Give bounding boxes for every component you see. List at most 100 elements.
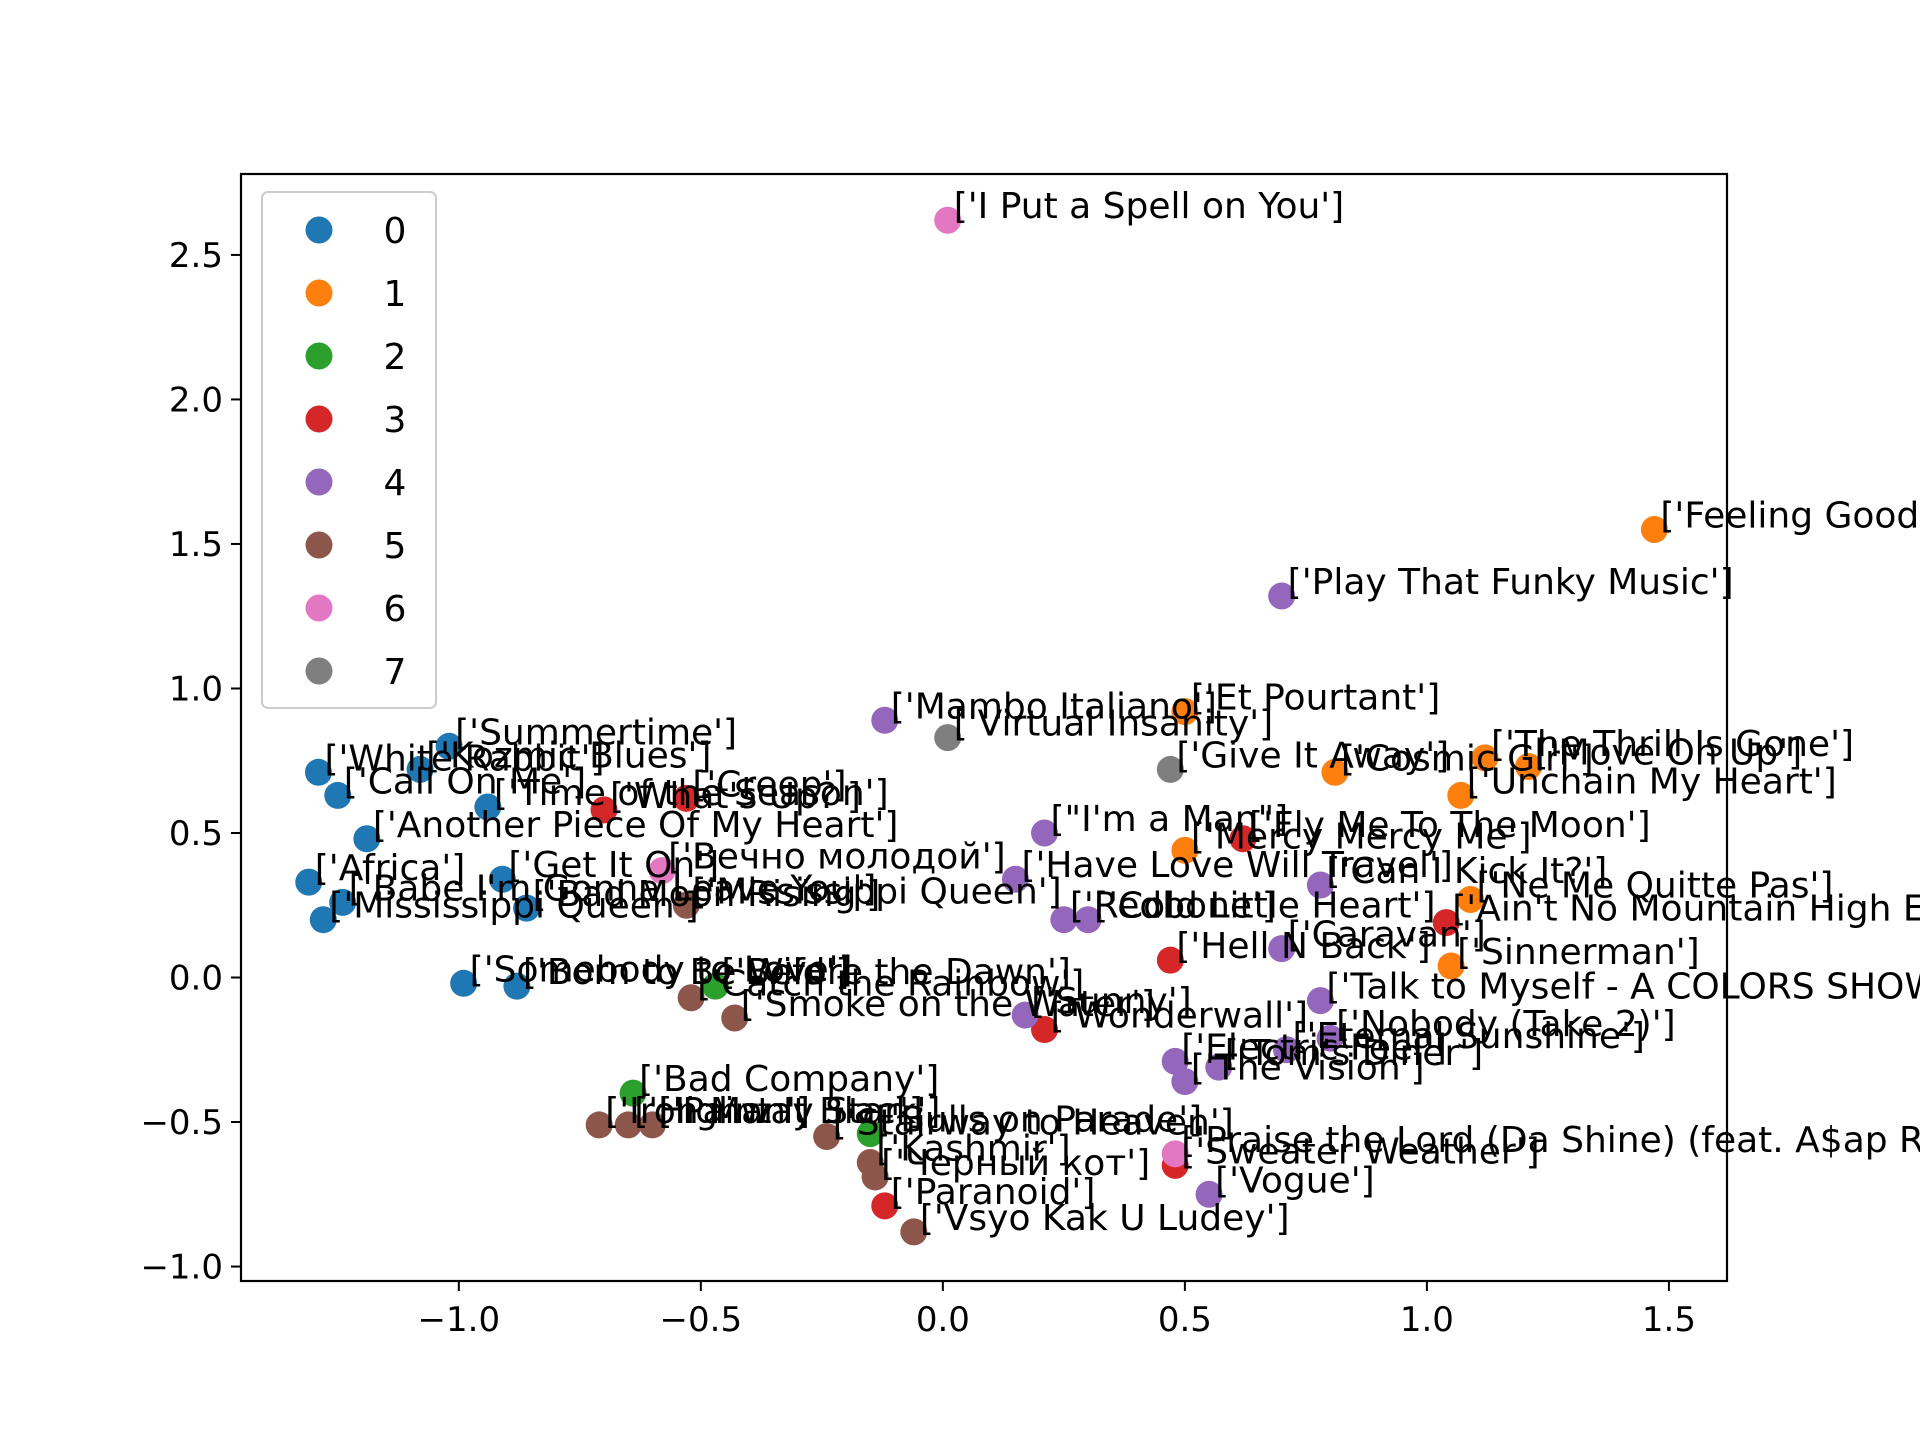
legend-marker: [305, 468, 333, 496]
legend-marker: [305, 531, 333, 559]
point-label: ['Vogue']: [1215, 1160, 1375, 1201]
point-label: ['Before the Dawn']: [721, 952, 1071, 993]
legend-marker: [305, 216, 333, 244]
point-label: ['Stairway to Heaven']: [833, 1102, 1234, 1143]
scatter-point: [1471, 744, 1499, 772]
scatter-point: [1171, 836, 1199, 864]
scatter-point: [638, 1111, 666, 1139]
scatter-point: [1437, 952, 1465, 980]
point-label: ['Cold Little Heart']: [1094, 886, 1435, 927]
scatter-point: [1306, 987, 1334, 1015]
scatter-point: [1268, 935, 1296, 963]
scatter-point: [309, 906, 337, 934]
y-tick-label: 2.5: [169, 236, 223, 276]
legend-label: 6: [384, 589, 407, 630]
legend-marker: [305, 657, 333, 685]
point-label: ['Play That Funky Music']: [1288, 562, 1734, 603]
point-label: ['Mambo Italiano']: [891, 686, 1217, 727]
point-label: ['Call On Me']: [344, 761, 586, 802]
plot-frame: [239, 172, 1729, 1283]
point-label: ['Have Love Will Travel']: [1021, 845, 1453, 886]
legend-label: 0: [384, 211, 407, 252]
point-label: ['Mercy Mercy Me']: [1191, 816, 1532, 857]
legend-label: 1: [384, 274, 407, 315]
scatter-point: [488, 865, 516, 893]
scatter-point: [406, 755, 434, 783]
legend-box: [261, 191, 437, 709]
scatter-point: [861, 1163, 889, 1191]
scatter-point: [672, 784, 700, 812]
point-label: ['Praise the Lord (Da Shine) (feat. A$ap…: [1181, 1120, 1920, 1161]
x-tick-label: −1.0: [418, 1300, 501, 1340]
point-label: ['Talk to Myself - A COLORS SHOW']: [1326, 967, 1920, 1008]
point-label: ['Give It Away']: [1176, 735, 1449, 776]
scatter-point: [1001, 865, 1029, 893]
scatter-point: [450, 969, 478, 997]
legend-label: 3: [384, 400, 407, 441]
point-label: ['Sinnerman']: [1457, 932, 1700, 973]
scatter-point: [1161, 1047, 1189, 1075]
point-label: ['Ain't No Mountain High Enough']: [1452, 889, 1920, 930]
point-label: ['Unchain My Heart']: [1467, 761, 1837, 802]
point-label: ['Hell N Back']: [1176, 926, 1430, 967]
scatter-point: [1229, 825, 1257, 853]
scatter-point: [1273, 1036, 1301, 1064]
point-label: ['Nobody (Take 2)']: [1336, 1004, 1676, 1045]
point-label: ['Bulls on Parade']: [876, 1100, 1202, 1141]
scatter-point: [1640, 516, 1668, 544]
scatter-point: [871, 1192, 899, 1220]
point-label: ['Kozmic Blues']: [426, 735, 711, 776]
x-tick-label: 0.0: [916, 1300, 970, 1340]
scatter-point: [1156, 946, 1184, 974]
x-tick-label: 1.0: [1400, 1300, 1454, 1340]
point-label: ['The Thrill Is Gone']: [1491, 724, 1854, 765]
scatter-point: [1306, 871, 1334, 899]
point-label: ['White Rabbit']: [324, 738, 604, 779]
point-label: ['Kashmir']: [876, 1128, 1070, 1169]
point-label: ['Eternal Sunshine']: [1293, 1016, 1645, 1057]
point-label: ['Cosmic Girl']: [1341, 738, 1594, 779]
legend-label: 5: [384, 526, 407, 567]
scatter-point: [934, 724, 962, 752]
y-tick-label: 1.5: [169, 525, 223, 565]
point-label: ['Mississippi Queen']: [329, 886, 698, 927]
scatter-point: [590, 796, 618, 824]
legend-label: 2: [384, 337, 407, 378]
scatter-point: [701, 972, 729, 1000]
scatter-point: [1050, 906, 1078, 934]
points-layer: [295, 206, 1668, 1246]
scatter-point: [1074, 906, 1102, 934]
scatter-point: [1161, 1140, 1189, 1168]
point-label: ['Virtual Insanity']: [954, 704, 1273, 745]
scatter-point: [619, 1079, 647, 1107]
y-tick-label: 2.0: [169, 380, 223, 420]
point-label: ['What's Up?']: [610, 776, 861, 817]
point-label: ['Highway Star']: [634, 1091, 923, 1132]
scatter-point: [1515, 753, 1543, 781]
point-label: ['Creep']: [692, 764, 846, 805]
scatter-point: [435, 732, 463, 760]
point-label: ['Another Piece Of My Heart']: [373, 805, 899, 846]
scatter-point: [648, 857, 676, 885]
scatter-point: [1156, 755, 1184, 783]
scatter-point: [721, 1004, 749, 1032]
scatter-point: [1011, 1001, 1039, 1029]
scatter-point: [1031, 1016, 1059, 1044]
legend-label: 7: [384, 652, 407, 693]
point-label: ['Sweater Weather']: [1181, 1131, 1539, 1172]
scatter-point: [1031, 819, 1059, 847]
scatter-point: [585, 1111, 613, 1139]
scatter-point: [1171, 1068, 1199, 1096]
point-label: ['Bad Company']: [639, 1059, 939, 1100]
point-label: ['Move On Up']: [1535, 733, 1803, 774]
scatter-point: [677, 984, 705, 1012]
y-tick-label: 0.5: [169, 814, 223, 854]
scatter-point: [304, 758, 332, 786]
x-tick-label: 1.5: [1642, 1300, 1696, 1340]
point-label: ['Sunny']: [1031, 981, 1192, 1022]
point-label: ['Get It On']: [508, 845, 719, 886]
point-labels-layer: ['Summertime']['Kozmic Blues']['White Ra…: [315, 186, 1920, 1239]
legend-marker: [305, 594, 333, 622]
point-label: ['Вечно молодой']: [668, 837, 1006, 878]
point-label: ['Africa']: [315, 848, 466, 889]
